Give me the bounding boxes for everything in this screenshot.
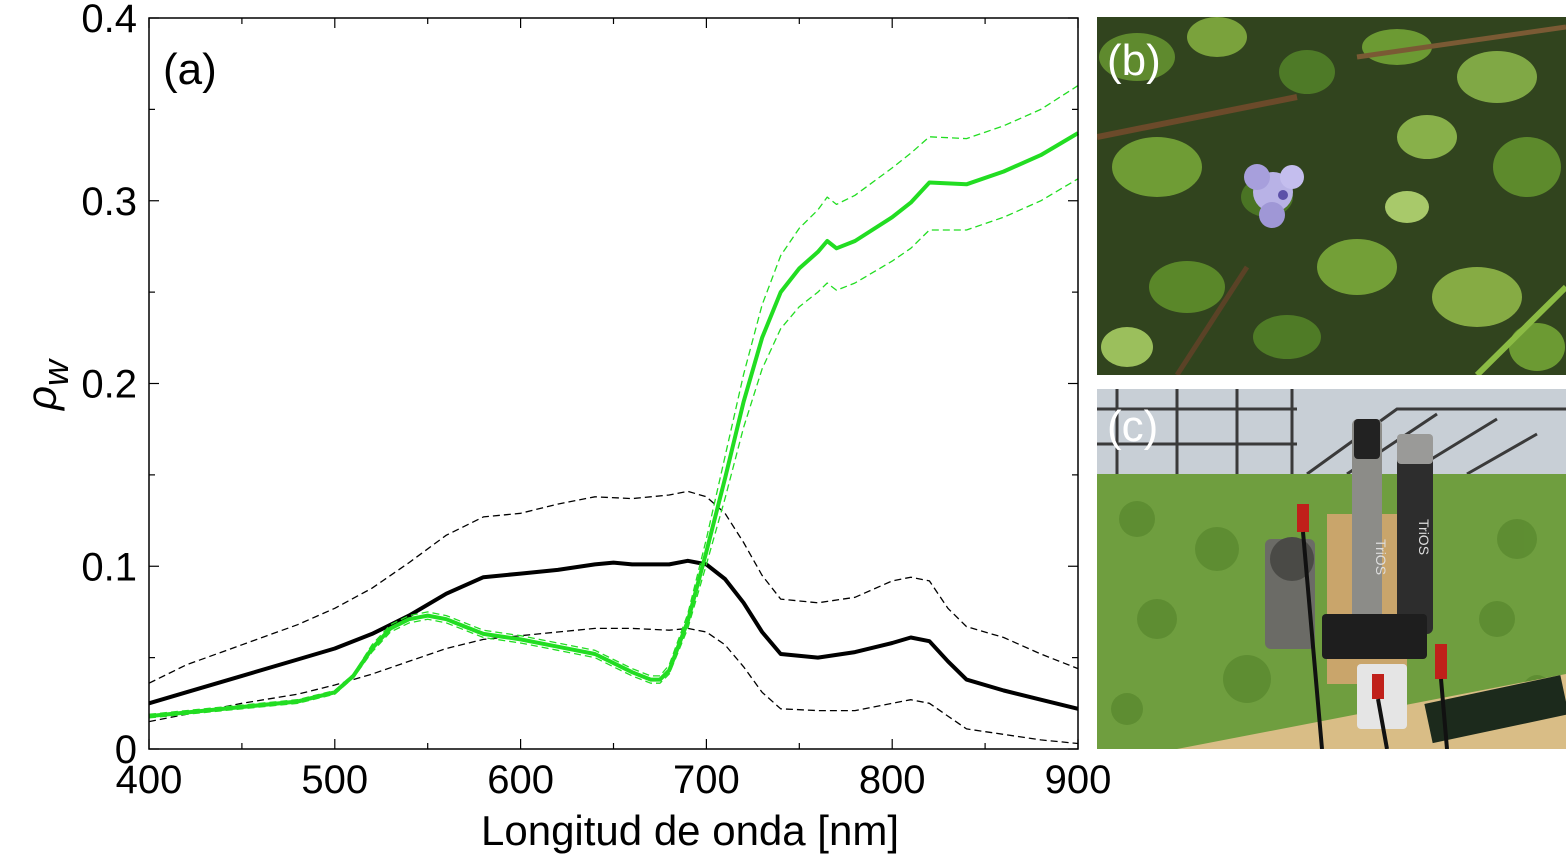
sensor-label-1: TriOS [1373, 539, 1389, 575]
y-tick-label: 0.4 [81, 0, 137, 41]
x-tick-labels: 400 500 600 700 800 900 [116, 758, 1112, 802]
x-tick-label: 600 [487, 758, 554, 802]
panel-label-a: (a) [163, 45, 217, 94]
plot-frame [148, 17, 1079, 750]
y-tick-labels: 0 0.1 0.2 0.3 0.4 [81, 0, 137, 772]
svg-text:ρw: ρw [18, 358, 76, 412]
series-line-6 [148, 178, 1079, 719]
series-line-1 [148, 558, 1079, 711]
x-tick-label: 900 [1045, 758, 1112, 802]
series-layer [148, 85, 1080, 745]
greenhouse-structure [1097, 389, 1566, 476]
y-axis-subscript: w [35, 358, 76, 386]
vegetation-texture [1111, 501, 1551, 725]
y-axis-symbol: ρ [18, 386, 65, 412]
y-tick-label: 0.2 [81, 363, 137, 407]
x-tick-label: 800 [859, 758, 926, 802]
photo-panel-radiometers: TriOS TriOS (c) [1097, 389, 1566, 749]
sensor-label-2: TriOS [1416, 519, 1432, 555]
series-line-3 [148, 627, 1079, 745]
x-tick-label: 400 [116, 758, 183, 802]
y-tick-label: 0 [115, 728, 137, 772]
series-line-5 [148, 85, 1079, 715]
y-tick-label: 0.3 [81, 180, 137, 224]
x-axis-title: Longitud de onda [nm] [481, 807, 899, 854]
series-line-2 [148, 490, 1079, 684]
series-line-4 [148, 131, 1080, 719]
x-tick-label: 500 [301, 758, 368, 802]
y-axis-title: ρw [18, 358, 76, 412]
y-tick-label: 0.1 [81, 545, 137, 589]
panel-label-b: (b) [1107, 36, 1161, 85]
hyacinth-leaves [1097, 17, 1566, 375]
panel-label-c: (c) [1107, 402, 1158, 451]
radiometer-assembly: TriOS TriOS [1265, 419, 1449, 749]
photo-panel-water-hyacinth: (b) [1097, 17, 1566, 375]
x-tick-label: 700 [673, 758, 740, 802]
hyacinth-flower [1244, 164, 1304, 228]
plot-area [149, 18, 1078, 749]
